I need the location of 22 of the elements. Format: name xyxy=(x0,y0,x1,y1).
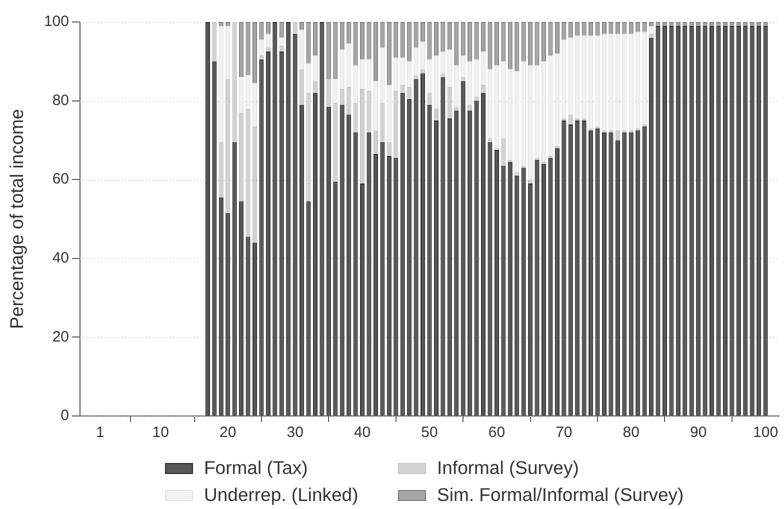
legend-label: Underrep. (Linked) xyxy=(204,484,358,506)
x-tick-label: 1 xyxy=(96,424,104,442)
x-tick-label: 30 xyxy=(286,424,304,442)
x-tick-label: 70 xyxy=(556,424,572,442)
x-tick-label: 100 xyxy=(753,424,778,442)
y-tick-label: 100 xyxy=(44,13,69,30)
legend-label: Formal (Tax) xyxy=(204,457,308,479)
x-tick-label: 20 xyxy=(220,424,236,442)
y-axis-title: Percentage of total income xyxy=(6,108,28,330)
x-tick-label: 60 xyxy=(488,424,506,442)
legend-label: Informal (Survey) xyxy=(437,457,579,479)
y-tick-label: 60 xyxy=(52,170,69,188)
x-tick-label: 10 xyxy=(152,424,169,442)
y-tick-label: 40 xyxy=(52,250,69,267)
y-tick-label: 80 xyxy=(52,92,69,109)
y-tick-label: 0 xyxy=(60,407,69,424)
legend-label: Sim. Formal/Informal (Survey) xyxy=(437,484,684,506)
x-tick-label: 40 xyxy=(354,424,371,442)
x-tick-label: 50 xyxy=(421,424,438,442)
x-tick-label: 90 xyxy=(690,424,707,442)
x-tick-label: 80 xyxy=(622,424,640,442)
y-tick-label: 20 xyxy=(52,328,69,346)
